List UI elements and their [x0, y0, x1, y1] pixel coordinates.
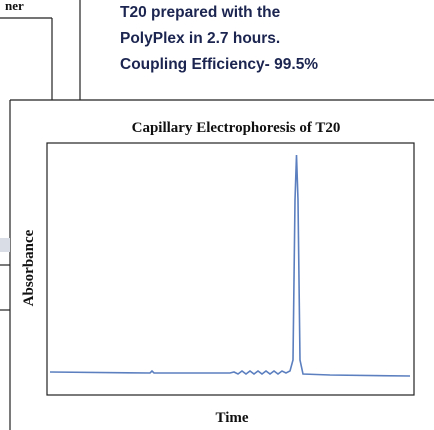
callout-line: PolyPlex in 2.7 hours.: [120, 30, 280, 47]
y-axis-label: Absorbance: [21, 229, 37, 306]
figure-title: Capillary Electrophoresis of T20: [132, 120, 341, 136]
faded-mark: [0, 238, 10, 252]
plot-area: [46, 142, 415, 396]
callout-line: T20 prepared with the: [120, 4, 281, 21]
callout-line: Coupling Efficiency- 99.5%: [120, 56, 318, 73]
electropherogram-trace: [49, 154, 411, 377]
fragment-label: ner: [5, 0, 24, 13]
x-axis-label: Time: [215, 410, 248, 426]
